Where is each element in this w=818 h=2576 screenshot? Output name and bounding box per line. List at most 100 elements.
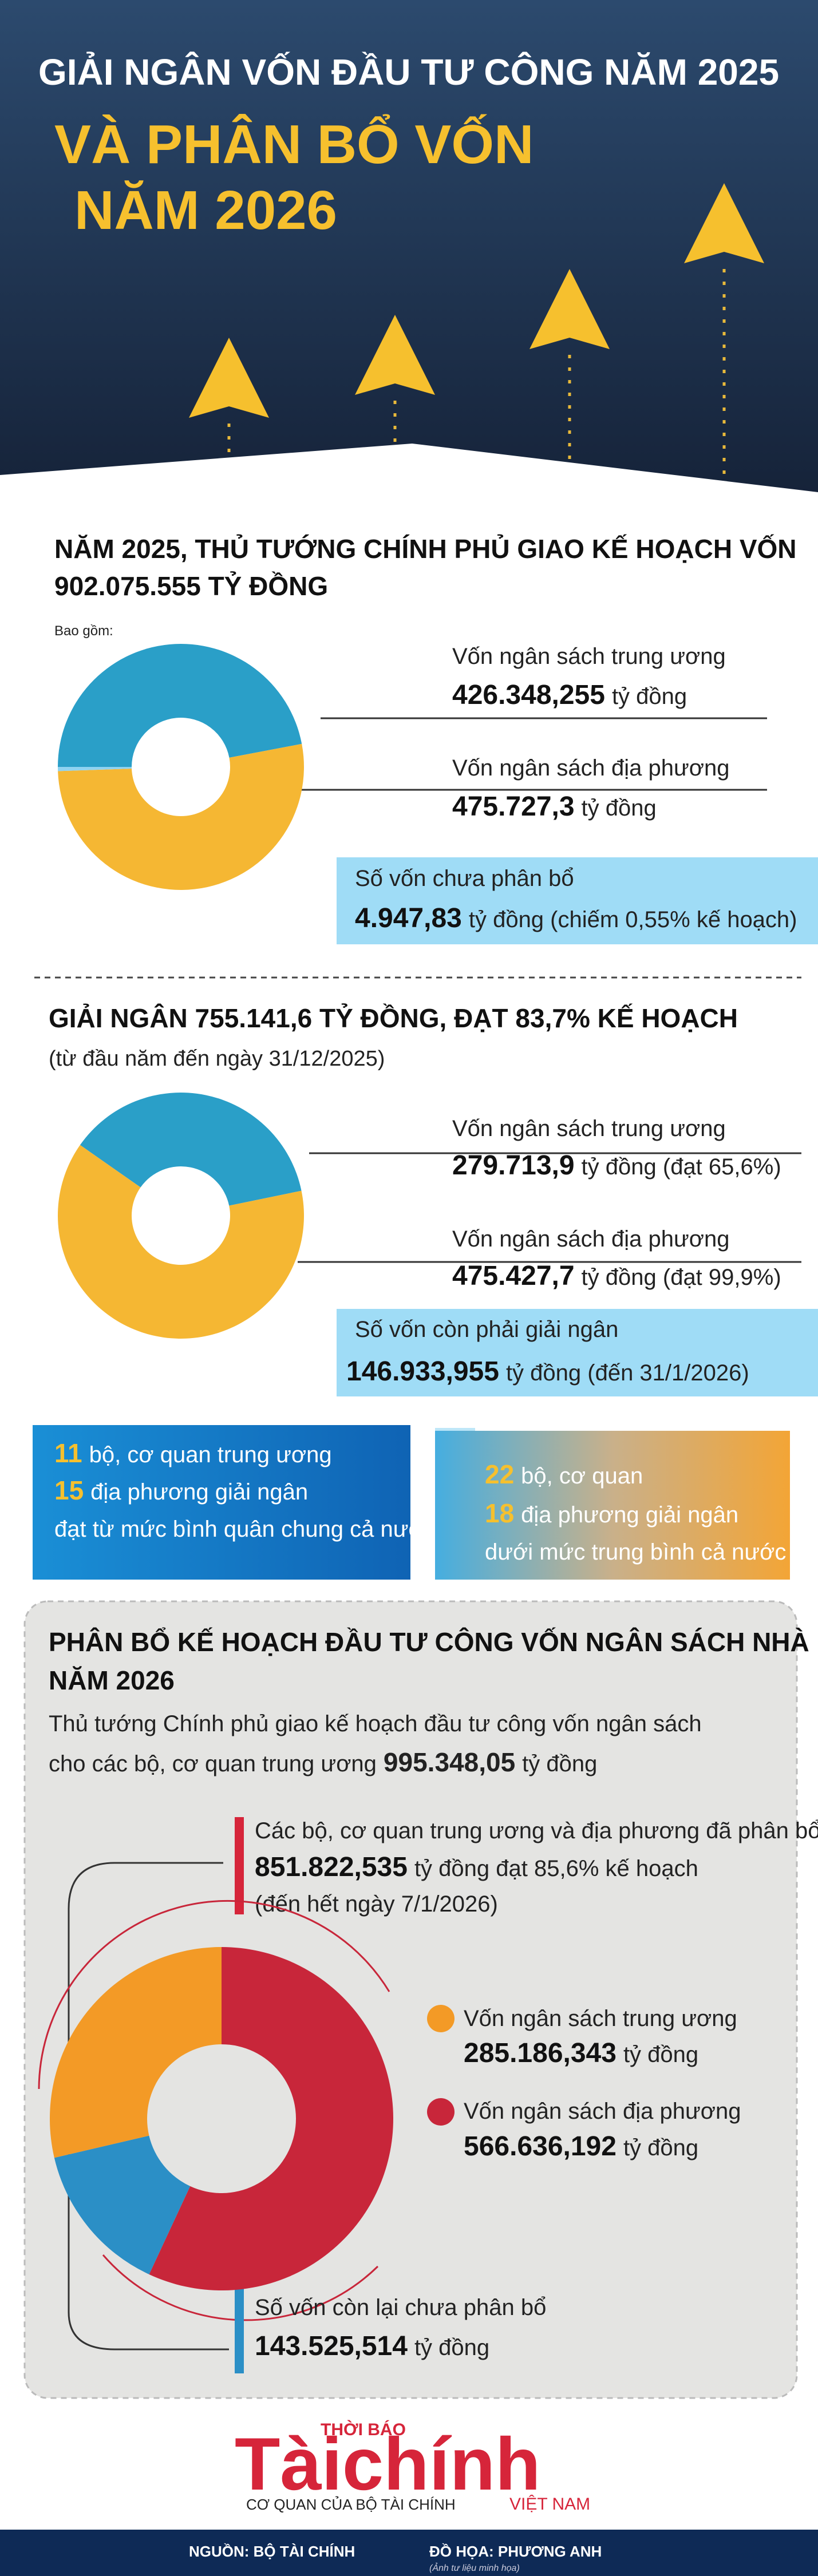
value: 995.348,05 [384, 1747, 515, 1777]
value: 285.186,343 [464, 2038, 617, 2068]
logo-main: Tàichính [235, 2422, 540, 2506]
donut-segment [149, 1947, 394, 2290]
item-value: 475.427,7 tỷ đồng (đạt 99,9%) [452, 1261, 781, 1291]
section-heading: NĂM 2025, THỦ TƯỚNG CHÍNH PHỦ GIAO KẾ HO… [54, 534, 797, 564]
value: 143.525,514 [255, 2331, 408, 2361]
number: 11 [54, 1438, 82, 1468]
footer-bar [0, 2530, 818, 2576]
rank-line: 22 bộ, cơ quan [485, 1459, 643, 1489]
item-label: Vốn ngân sách trung ương [464, 2006, 737, 2031]
title: VÀ PHÂN BỔ VỐN [54, 113, 534, 175]
banner-above [33, 1425, 410, 1580]
body-text: Thủ tướng Chính phủ giao kế hoạch đầu tư… [49, 1711, 702, 1736]
ranking-above: 11 bộ, cơ quan trung ương 15 địa phương gi… [54, 1438, 435, 1542]
accent-bar [235, 2284, 244, 2373]
box-value: 146.933,955 tỷ đồng (đến 31/1/2026) [346, 1356, 749, 1387]
source: NGUỒN: BỘ TÀI CHÍNH [189, 2543, 355, 2560]
plane [684, 183, 764, 263]
plane [355, 315, 435, 395]
title: NĂM 2026 [74, 180, 337, 241]
item-label: Vốn ngân sách trung ương [452, 644, 726, 669]
item-value: 426.348,255 tỷ đồng [452, 680, 687, 710]
value: 475.427,7 [452, 1261, 575, 1291]
item-label: Vốn ngân sách địa phương [464, 2099, 741, 2124]
unit: tỷ đồng [623, 2042, 698, 2067]
section-heading: NĂM 2026 [49, 1665, 175, 1695]
box-label: Số vốn chưa phân bổ [355, 866, 574, 891]
design: ĐỒ HỌA: PHƯƠNG ANH [429, 2543, 602, 2560]
rank-line: đạt từ mức bình quân chung cả nước [54, 1517, 435, 1542]
subheading: (từ đầu năm đến ngày 31/12/2025) [49, 1047, 385, 1071]
note: Bao gồm: [54, 623, 113, 639]
info-box [337, 857, 818, 944]
allocated-text: (đến hết ngày 7/1/2026) [255, 1892, 498, 1917]
box-label: Số vốn còn phải giải ngân [355, 1317, 618, 1342]
header-bg [0, 0, 818, 504]
ranking-below: 22 bộ, cơ quan 18 địa phương giải ngân dướ… [485, 1459, 786, 1565]
logo-top: THỜI BÁO [321, 2420, 406, 2439]
item-value: 279.713,9 tỷ đồng (đạt 65,6%) [452, 1150, 781, 1181]
accent-bar [235, 1817, 244, 1914]
item-value: 566.636,192 tỷ đồng [464, 2131, 698, 2162]
legend-dot [427, 2005, 455, 2032]
number: 22 [485, 1459, 514, 1489]
text: địa phương giải ngân [521, 1502, 738, 1528]
banner-below [435, 1431, 790, 1580]
unit: tỷ đồng [522, 1751, 597, 1776]
rank-line: 18 địa phương giải ngân [485, 1498, 738, 1528]
number: 18 [485, 1498, 514, 1528]
donut-segment [58, 1145, 305, 1339]
number: 15 [54, 1475, 84, 1505]
section-heading: 902.075.555 TỶ ĐỒNG [54, 571, 328, 601]
allocated-text: 851.822,535 tỷ đồng đạt 85,6% kế hoạch [255, 1852, 698, 1882]
value: 146.933,955 [346, 1356, 499, 1387]
plane [189, 338, 269, 418]
section-heading: PHÂN BỔ KẾ HOẠCH ĐẦU TƯ CÔNG VỐN NGÂN SÁ… [49, 1627, 818, 1657]
unit: tỷ đồng [623, 2135, 698, 2160]
section-heading: GIẢI NGÂN 755.141,6 TỶ ĐỒNG, ĐẠT 83,7% K… [49, 1003, 738, 1033]
body-text: cho các bộ, cơ quan trung ương 995.348,05… [49, 1747, 597, 1777]
rank-line: dưới mức trung bình cả nước [485, 1540, 786, 1565]
text: cho các bộ, cơ quan trung ương [49, 1751, 377, 1776]
unit: tỷ đồng (chiếm 0,55% kế hoạch) [469, 907, 797, 932]
donut-segment [58, 767, 132, 771]
unit: tỷ đồng [414, 2335, 489, 2360]
box-label: Số vốn còn lại chưa phân bổ [255, 2295, 546, 2320]
unit: tỷ đồng (đạt 65,6%) [582, 1154, 781, 1180]
item-label: Vốn ngân sách địa phương [452, 1226, 729, 1252]
unit: tỷ đồng [582, 796, 657, 821]
allocated-text: Các bộ, cơ quan trung ương và địa phương… [255, 1818, 818, 1843]
value: 851.822,535 [255, 1852, 408, 1882]
paper-planes [189, 183, 764, 418]
value: 475.727,3 [452, 792, 575, 822]
rank-line: 15 địa phương giải ngân [54, 1475, 308, 1505]
info-box [337, 1309, 818, 1396]
value: 279.713,9 [452, 1150, 575, 1181]
item-label: Vốn ngân sách trung ương [452, 1116, 726, 1141]
logo-sub: VIỆT NAM [509, 2495, 590, 2514]
box-value: 4.947,83 tỷ đồng (chiếm 0,55% kế hoạch) [355, 903, 797, 933]
donut-segment [50, 1947, 222, 2158]
box-value: 143.525,514 tỷ đồng [255, 2331, 489, 2361]
arc-arrow [38, 1900, 390, 2090]
unit: tỷ đồng (đạt 99,9%) [582, 1265, 781, 1290]
legend-dot [427, 2098, 455, 2126]
plane [529, 269, 610, 349]
header-edge [0, 444, 818, 504]
photo-note: (Ảnh tư liệu minh họa) [429, 2562, 520, 2573]
item-value: 285.186,343 tỷ đồng [464, 2038, 698, 2068]
item-value: 475.727,3 tỷ đồng [452, 792, 657, 822]
logo-tagline: CƠ QUAN CỦA BỘ TÀI CHÍNH [246, 2495, 456, 2513]
donut-segment [58, 743, 304, 890]
value: 4.947,83 [355, 903, 462, 933]
title: GIẢI NGÂN VỐN ĐẦU TƯ CÔNG NĂM 2025 [38, 51, 779, 93]
donut-segment [80, 1092, 302, 1206]
donuts [50, 644, 455, 2290]
item-label: Vốn ngân sách địa phương [452, 755, 729, 781]
donut-segment [54, 2135, 191, 2275]
donut-segment [58, 644, 302, 767]
text: bộ, cơ quan trung ương [89, 1442, 332, 1467]
